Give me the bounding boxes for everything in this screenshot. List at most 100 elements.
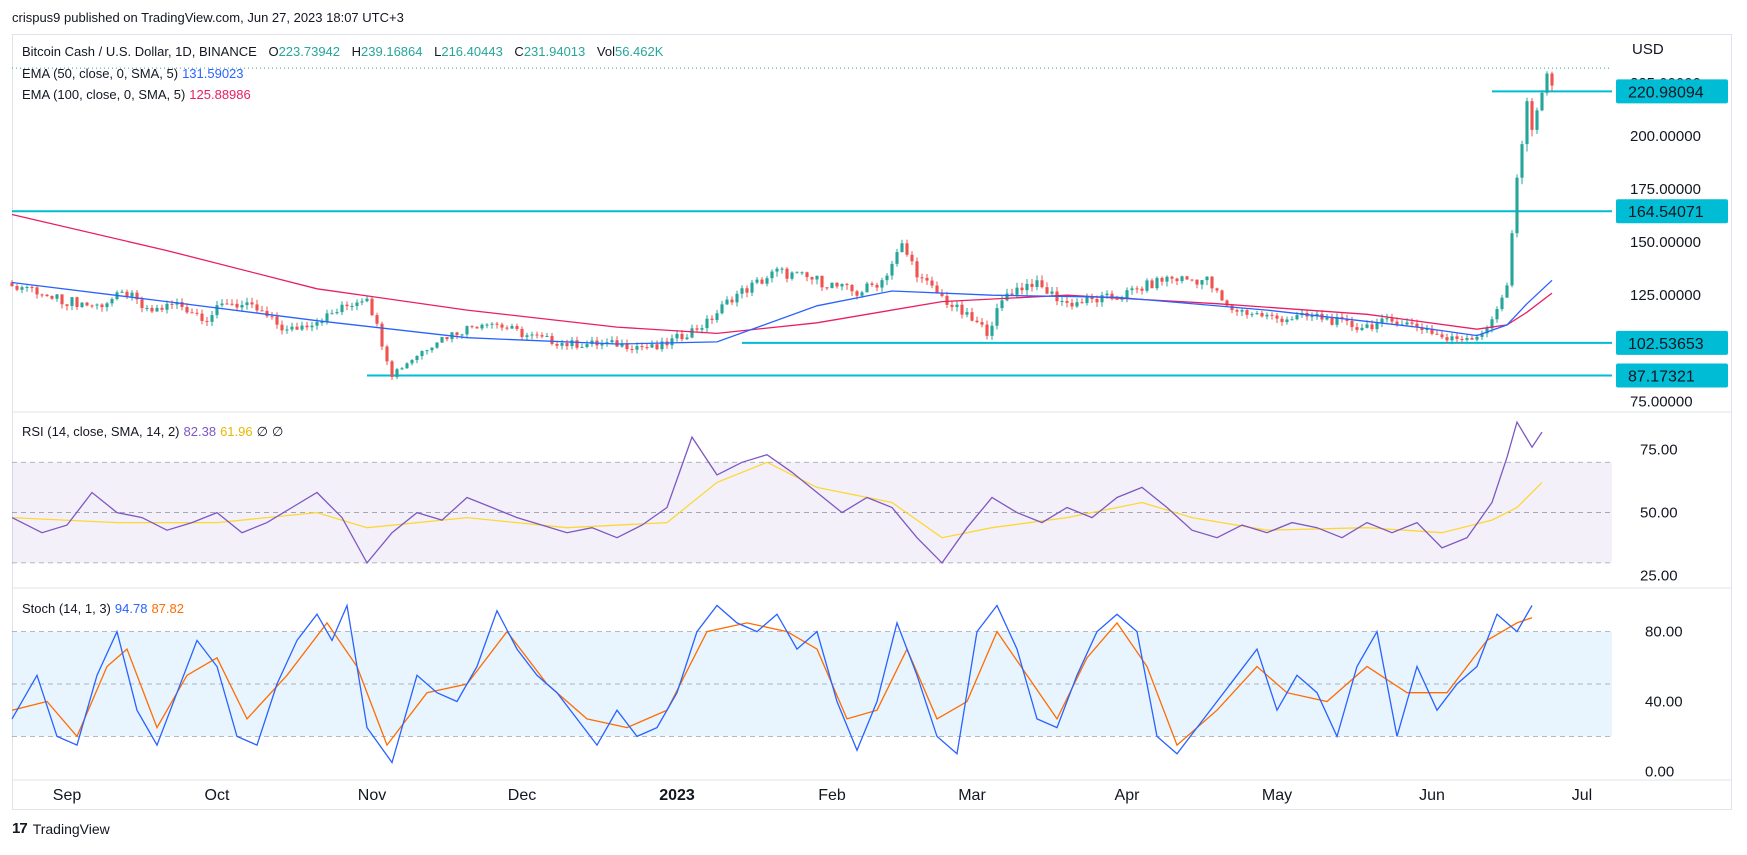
candle-body[interactable] [1390,318,1394,322]
candle-body[interactable] [500,324,504,328]
candle-body[interactable] [110,299,114,304]
candle-body[interactable] [1330,317,1334,325]
candle-body[interactable] [1125,290,1129,299]
candle-body[interactable] [700,328,704,330]
candle-body[interactable] [1475,336,1479,340]
candle-body[interactable] [610,340,614,343]
candle-body[interactable] [215,305,219,316]
candle-body[interactable] [1025,283,1029,291]
candle-body[interactable] [95,304,99,306]
candle-body[interactable] [60,294,64,305]
candle-body[interactable] [1465,338,1469,340]
candle-body[interactable] [605,342,609,344]
candle-body[interactable] [690,328,694,338]
candle-body[interactable] [50,295,54,299]
candle-body[interactable] [1455,336,1459,339]
candle-body[interactable] [1045,287,1049,294]
candle-body[interactable] [855,291,859,296]
candle-body[interactable] [775,268,779,272]
candle-body[interactable] [1015,287,1019,295]
candle-body[interactable] [805,272,809,278]
stoch-k-line[interactable] [11,603,1533,764]
candle-body[interactable] [470,326,474,328]
candle-body[interactable] [1545,73,1549,93]
candle-body[interactable] [355,302,359,306]
candle-body[interactable] [1130,288,1134,291]
candle-body[interactable] [1260,313,1264,317]
candle-body[interactable] [230,303,234,305]
candle-body[interactable] [515,326,519,329]
candle-body[interactable] [850,285,854,292]
candle-body[interactable] [1120,298,1124,300]
candle-body[interactable] [1530,101,1534,130]
candle-body[interactable] [1225,300,1229,306]
candle-body[interactable] [520,328,524,337]
candle-body[interactable] [15,286,19,290]
candle-body[interactable] [680,333,684,340]
candle-body[interactable] [240,305,244,308]
candle-body[interactable] [120,291,124,293]
level-label-box[interactable] [1616,330,1728,355]
candle-body[interactable] [900,243,904,253]
candle-body[interactable] [765,278,769,284]
candle-body[interactable] [180,302,184,307]
candle-body[interactable] [790,272,794,279]
candle-body[interactable] [280,324,284,331]
candle-body[interactable] [80,302,84,307]
candle-body[interactable] [1230,305,1234,311]
candle-body[interactable] [135,292,139,300]
candle-body[interactable] [600,343,604,346]
candle-body[interactable] [695,328,699,330]
candle-body[interactable] [1280,318,1284,323]
candle-body[interactable] [1270,314,1274,316]
candle-body[interactable] [1410,322,1414,324]
candle-body[interactable] [895,252,899,264]
candle-body[interactable] [275,316,279,325]
candle-body[interactable] [1200,280,1204,285]
candle-body[interactable] [70,297,74,306]
candle-body[interactable] [1115,298,1119,300]
candle-body[interactable] [75,297,79,307]
candle-body[interactable] [640,346,644,348]
candle-body[interactable] [1080,302,1084,304]
candle-body[interactable] [1215,288,1219,291]
candle-body[interactable] [285,329,289,331]
candle-body[interactable] [1005,293,1009,301]
candle-body[interactable] [1535,110,1539,130]
candle-body[interactable] [905,243,909,255]
rsi-legend[interactable]: RSI (14, close, SMA, 14, 2) 82.38 61.96 ∅ ∅ [22,424,283,440]
candle-body[interactable] [1435,333,1439,335]
candle-body[interactable] [730,299,734,303]
candle-body[interactable] [575,340,579,348]
candle-body[interactable] [535,334,539,336]
candle-body[interactable] [1190,279,1194,281]
candle-body[interactable] [1205,276,1209,281]
candle-body[interactable] [875,284,879,288]
candle-body[interactable] [360,301,364,303]
candle-body[interactable] [265,310,269,317]
candle-body[interactable] [1550,73,1554,86]
chart-frame[interactable] [12,34,1732,810]
candle-body[interactable] [480,324,484,329]
candle-body[interactable] [335,312,339,314]
candle-body[interactable] [735,293,739,303]
candle-body[interactable] [1395,321,1399,326]
candle-body[interactable] [1095,299,1099,303]
candle-body[interactable] [220,303,224,306]
candle-body[interactable] [465,326,469,335]
candle-body[interactable] [245,302,249,306]
candle-body[interactable] [405,363,409,369]
candle-body[interactable] [930,280,934,286]
candle-body[interactable] [170,303,174,305]
candle-body[interactable] [25,286,29,288]
rsi-line[interactable] [11,420,1543,565]
candle-body[interactable] [1420,327,1424,331]
candle-body[interactable] [1135,288,1139,290]
candle-body[interactable] [1485,328,1489,334]
candle-body[interactable] [210,315,214,322]
candle-body[interactable] [1040,280,1044,288]
candle-body[interactable] [375,315,379,324]
candle-body[interactable] [1315,313,1319,316]
candle-body[interactable] [30,286,34,288]
candle-body[interactable] [670,338,674,346]
